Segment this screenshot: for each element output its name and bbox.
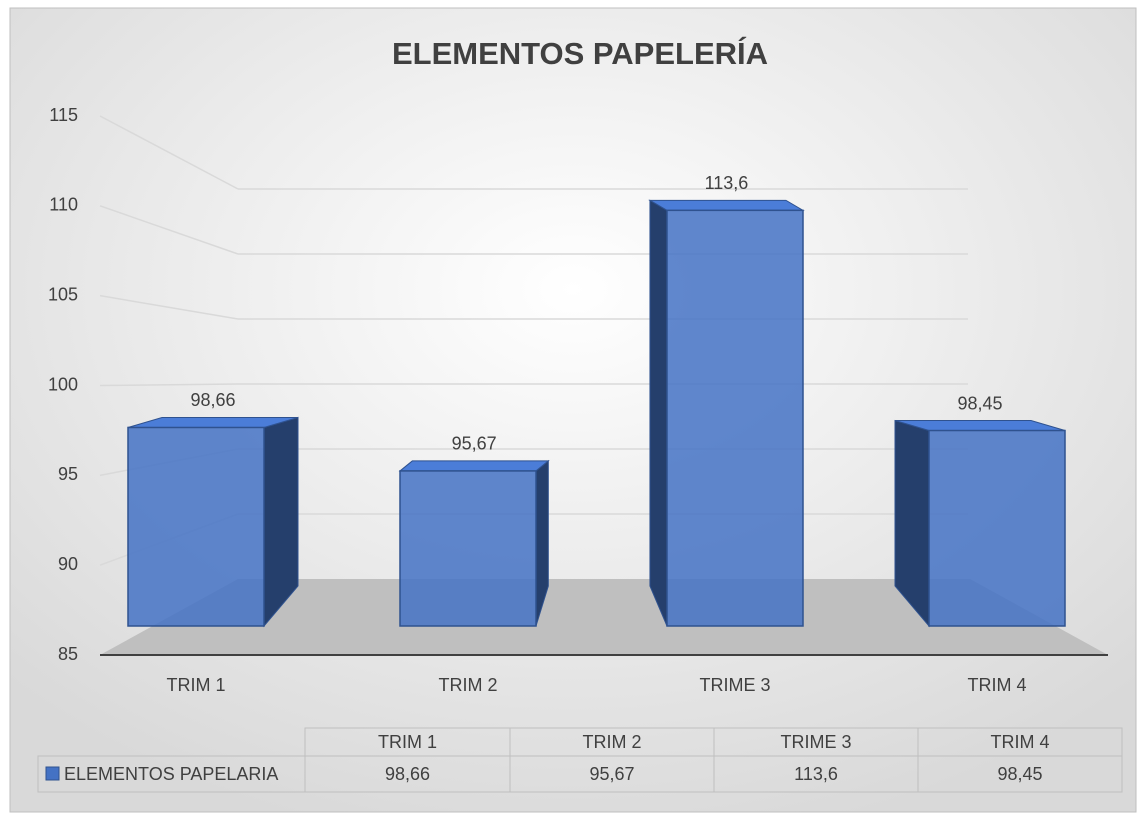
bar [894, 419, 1066, 628]
y-tick-label: 105 [48, 284, 78, 304]
legend-key [45, 766, 60, 781]
y-tick-label: 100 [48, 374, 78, 394]
bar-front [928, 429, 1066, 627]
legend-label: ELEMENTOS PAPELARIA [64, 764, 278, 784]
data-label: 98,45 [957, 393, 1002, 413]
bar-front [399, 470, 537, 627]
grid-line-side [99, 115, 239, 190]
y-tick-label: 110 [49, 195, 78, 215]
x-tick-label: TRIME 3 [699, 675, 770, 695]
chart-title: ELEMENTOS PAPELERÍA [392, 36, 768, 71]
data-label: 113,6 [705, 173, 749, 193]
bar [398, 459, 550, 627]
bar-side [649, 199, 668, 627]
data-table-category: TRIM 4 [990, 732, 1049, 752]
y-tick-label: 85 [58, 644, 78, 664]
x-tick-label: TRIM 1 [166, 675, 225, 695]
bar-top [398, 460, 550, 472]
y-tick-label: 115 [49, 105, 78, 125]
chart-background [9, 7, 1137, 813]
data-table-row [37, 755, 1123, 793]
data-label: 98,66 [190, 390, 235, 410]
x-tick-label: TRIM 4 [967, 675, 1026, 695]
floor [100, 579, 1108, 655]
y-tick-label: 95 [58, 464, 78, 484]
bar [648, 199, 805, 627]
x-tick-label: TRIM 2 [438, 675, 497, 695]
y-tick-label: 90 [58, 554, 78, 574]
data-table-value: 98,66 [385, 764, 430, 784]
data-label: 95,67 [452, 434, 497, 454]
grid-line-side [99, 383, 239, 387]
grid-line-side [99, 294, 239, 320]
bar-front [127, 426, 265, 627]
data-table-value: 98,45 [997, 764, 1042, 784]
grid-line-side [99, 205, 239, 255]
bar [127, 416, 299, 628]
data-table-value: 95,67 [589, 764, 634, 784]
data-table-category: TRIME 3 [780, 732, 851, 752]
data-table-category: TRIM 2 [582, 732, 641, 752]
bar-top [648, 199, 805, 211]
data-table-value: 113,6 [794, 764, 838, 784]
bar-front [666, 209, 804, 627]
data-table-category: TRIM 1 [378, 732, 437, 752]
